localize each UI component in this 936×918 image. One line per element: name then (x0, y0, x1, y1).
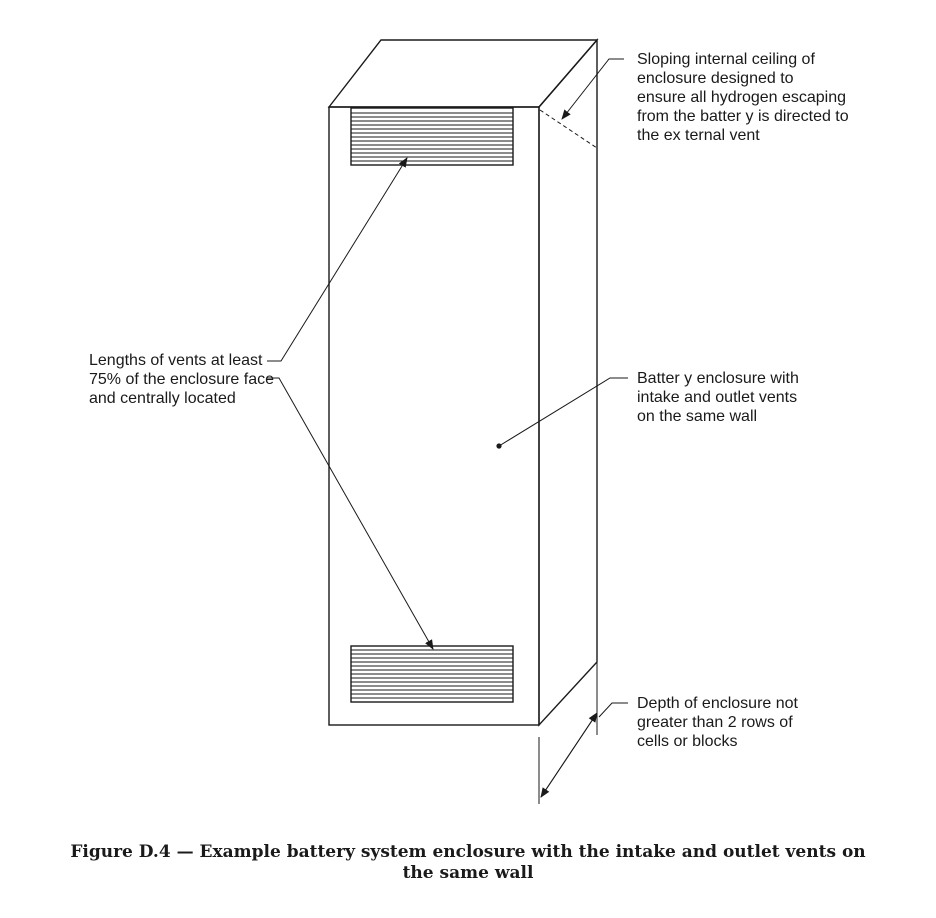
ceiling-label-line: ensure all hydrogen escaping (637, 89, 847, 106)
depth-label-line: Depth of enclosure not (637, 695, 798, 712)
lower-vent (350, 645, 514, 703)
depth-label-line: cells or blocks (637, 733, 738, 750)
enclosure-leader (498, 377, 628, 447)
depth-dimension (538, 662, 628, 804)
vents-leader-lower (267, 377, 434, 650)
caption-line-2: the same wall (402, 863, 534, 883)
ceiling-label-line: from the batter y is directed to (637, 108, 849, 125)
ceiling-label-line: Sloping internal ceiling of (637, 51, 815, 68)
enclosure-box (327, 38, 599, 727)
enclosure-label-line: intake and outlet vents (637, 389, 798, 406)
enclosure-label-line: on the same wall (637, 408, 758, 425)
ceiling-label-line: the ex ternal vent (637, 127, 760, 144)
enclosure-label-line: Batter y enclosure with (637, 370, 799, 387)
ceiling-label-line: enclosure designed to (637, 70, 794, 87)
vents-label-line: 75% of the enclosure face (89, 371, 275, 388)
vents-label-line: and centrally located (89, 390, 236, 407)
enclosure-leader-dot (496, 443, 502, 449)
upper-vent (350, 107, 514, 166)
depth-label: Depth of enclosure not greater than 2 ro… (637, 694, 798, 751)
ceiling-leader (561, 58, 624, 120)
vents-label: Lengths of vents at least 75% of the enc… (89, 351, 274, 408)
enclosure-diagram (267, 38, 628, 804)
enclosure-top-face (327, 39, 599, 108)
vents-label-line: Lengths of vents at least (89, 352, 263, 369)
caption-line-1: Figure D.4 — Example battery system encl… (70, 842, 866, 862)
vents-leader-upper (267, 157, 408, 362)
figure-caption: Figure D.4 — Example battery system encl… (0, 842, 936, 884)
enclosure-front-face (328, 106, 540, 726)
ceiling-label: Sloping internal ceiling of enclosure de… (637, 50, 849, 145)
depth-label-line: greater than 2 rows of (637, 714, 793, 731)
enclosure-label: Batter y enclosure with intake and outle… (637, 369, 799, 426)
sloping-ceiling-line (539, 109, 598, 149)
